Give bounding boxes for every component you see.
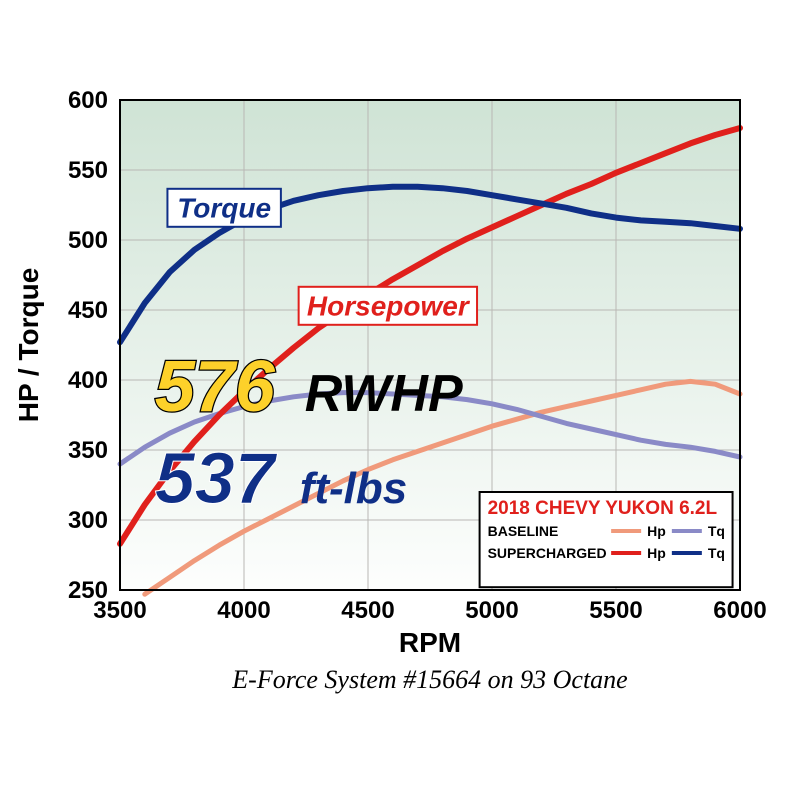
svg-text:5500: 5500 <box>589 597 642 624</box>
svg-text:6000: 6000 <box>713 597 766 624</box>
svg-text:300: 300 <box>68 507 108 534</box>
svg-text:550: 550 <box>68 157 108 184</box>
torque-label-text: Torque <box>177 193 271 224</box>
headline-tq-number: 537 <box>155 439 278 519</box>
svg-text:5000: 5000 <box>465 597 518 624</box>
torque-label-box: Torque <box>167 189 280 227</box>
legend-title: 2018 CHEVY YUKON 6.2L <box>488 498 718 519</box>
dyno-chart: 350040004500500055006000 250300350400450… <box>0 0 800 800</box>
y-axis-label: HP / Torque <box>13 268 44 423</box>
svg-text:400: 400 <box>68 367 108 394</box>
headline-tq-suffix: ft-lbs <box>300 464 408 513</box>
svg-text:Tq: Tq <box>708 523 725 539</box>
headline-rwhp-suffix: RWHP <box>305 365 463 423</box>
svg-text:4500: 4500 <box>341 597 394 624</box>
svg-text:Hp: Hp <box>647 523 666 539</box>
svg-text:4000: 4000 <box>217 597 270 624</box>
horsepower-label-text: Horsepower <box>307 291 471 322</box>
svg-text:Tq: Tq <box>708 545 725 561</box>
y-tick-labels: 250 300 350 400 450 500 550 600 <box>68 87 108 604</box>
svg-text:500: 500 <box>68 227 108 254</box>
horsepower-label-box: Horsepower <box>299 287 477 325</box>
legend-row-label: SUPERCHARGED <box>488 545 607 561</box>
legend-row-label: BASELINE <box>488 523 559 539</box>
svg-text:600: 600 <box>68 87 108 114</box>
svg-text:250: 250 <box>68 577 108 604</box>
headline-rwhp-number: 576 <box>155 347 276 427</box>
caption-text: E-Force System #15664 on 93 Octane <box>231 665 627 694</box>
svg-text:350: 350 <box>68 437 108 464</box>
svg-text:450: 450 <box>68 297 108 324</box>
legend-box: 2018 CHEVY YUKON 6.2L BASELINE Hp Tq SUPERC… <box>480 492 733 587</box>
x-tick-labels: 350040004500500055006000 <box>93 597 766 624</box>
x-axis-label: RPM <box>399 627 461 658</box>
svg-text:Hp: Hp <box>647 545 666 561</box>
